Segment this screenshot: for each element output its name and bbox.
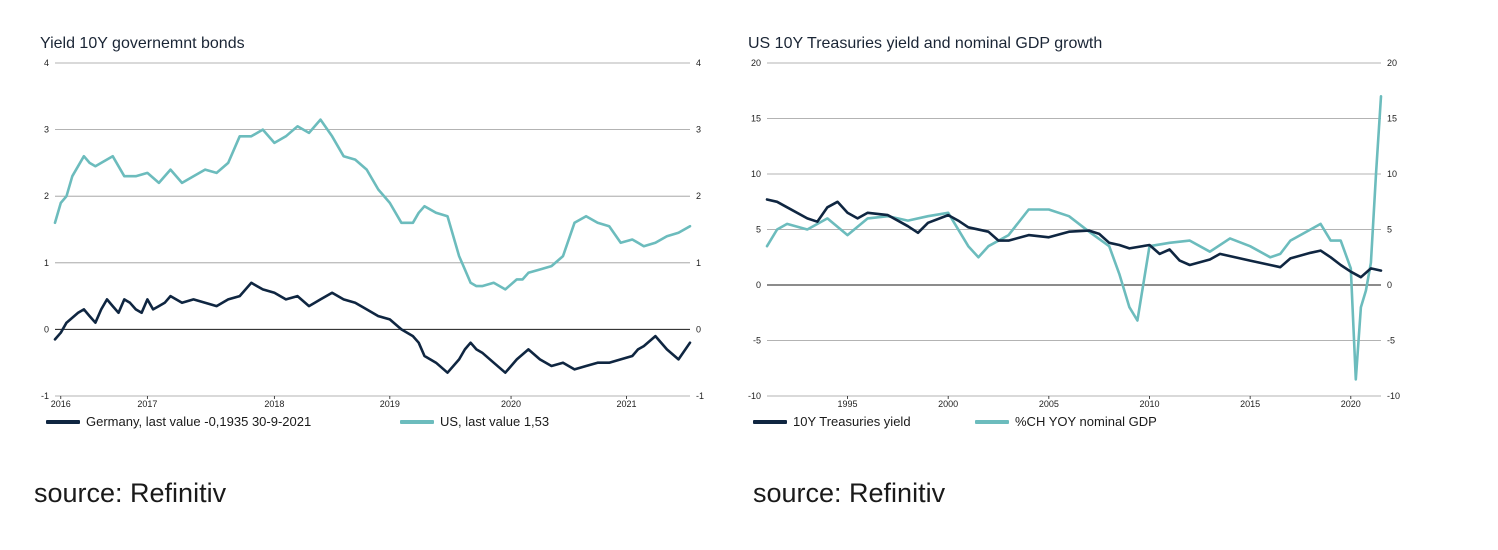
right-xtick-label: 2005	[1039, 399, 1059, 409]
left-ytick-left: 2	[44, 191, 49, 201]
right-ytick-left: 5	[756, 225, 761, 235]
left-xtick-label: 2017	[137, 399, 157, 409]
legend-swatch-germany	[46, 419, 80, 424]
legend-item-us: US, last value 1,53	[400, 414, 549, 429]
left-ytick-left: 4	[44, 58, 49, 68]
legend-label-us: US, last value 1,53	[440, 414, 550, 429]
right-ytick-right: 20	[1387, 58, 1397, 68]
legend-item-gdp: %CH YOY nominal GDP	[975, 414, 1157, 429]
left-xtick-label: 2021	[616, 399, 636, 409]
right-ytick-left: 10	[751, 169, 761, 179]
legend-item-treasuries: 10Y Treasuries yield	[753, 414, 911, 429]
right-xtick-label: 2000	[938, 399, 958, 409]
legend-label-gdp: %CH YOY nominal GDP	[1015, 414, 1157, 429]
right-ytick-right: 15	[1387, 114, 1397, 124]
left-xtick-label: 2019	[380, 399, 400, 409]
right-ytick-left: 20	[751, 58, 761, 68]
left-xtick-label: 2020	[501, 399, 521, 409]
left-ytick-right: 4	[696, 58, 701, 68]
legend-label-germany: Germany, last value -0,1935 30-9-2021	[86, 414, 312, 429]
left-source-note: source: Refinitiv	[34, 478, 227, 508]
left-ytick-left: 3	[44, 125, 49, 135]
right-ytick-left: 0	[756, 280, 761, 290]
right-ytick-right: 10	[1387, 169, 1397, 179]
left-series-germany	[53, 281, 692, 375]
left-xtick-label: 2016	[51, 399, 71, 409]
right-ytick-right: 0	[1387, 280, 1392, 290]
right-xtick-label: 2020	[1341, 399, 1361, 409]
right-xtick-label: 2010	[1139, 399, 1159, 409]
right-ytick-left: 15	[751, 114, 761, 124]
left-xtick-label: 2018	[264, 399, 284, 409]
right-xtick-label: 1995	[838, 399, 858, 409]
left-ytick-right: 3	[696, 125, 701, 135]
legend-swatch-gdp	[975, 419, 1009, 424]
legend-label-treasuries: 10Y Treasuries yield	[793, 414, 911, 429]
right-chart-title: US 10Y Treasuries yield and nominal GDP …	[748, 35, 1103, 52]
right-series-10y-treasuries-yield	[765, 198, 1383, 279]
right-ytick-left: -10	[748, 391, 761, 401]
legend-swatch-us	[400, 419, 434, 424]
legend-swatch-treasuries	[753, 419, 787, 424]
right-ytick-right: -5	[1387, 336, 1395, 346]
left-chart-panel: Yield 10Y governemnt bonds -1 -1 0 0 1 1 2 2 3 3 4…	[0, 0, 740, 550]
right-source-note: source: Refinitiv	[753, 478, 946, 508]
right-ytick-right: -10	[1387, 391, 1400, 401]
right-series-ch-yoy-nominal-gdp	[765, 95, 1383, 381]
left-chart-title: Yield 10Y governemnt bonds	[40, 35, 245, 52]
legend-item-germany: Germany, last value -0,1935 30-9-2021	[46, 414, 311, 429]
left-series-us	[53, 118, 692, 291]
left-ytick-right: 1	[696, 258, 701, 268]
right-chart-panel: US 10Y Treasuries yield and nominal GDP …	[740, 0, 1498, 550]
left-ytick-right: 2	[696, 191, 701, 201]
left-ytick-left: 1	[44, 258, 49, 268]
left-ytick-left: 0	[44, 324, 49, 334]
left-ytick-right: 0	[696, 324, 701, 334]
right-xtick-label: 2015	[1240, 399, 1260, 409]
right-ytick-right: 5	[1387, 225, 1392, 235]
left-ytick-right: -1	[696, 391, 704, 401]
left-ytick-left: -1	[41, 391, 49, 401]
left-chart-plot: -1 -1 0 0 1 1 2 2 3 3 4 4 2016 2017 2018 2019 2020 2021	[41, 58, 704, 409]
right-ytick-left: -5	[753, 336, 761, 346]
